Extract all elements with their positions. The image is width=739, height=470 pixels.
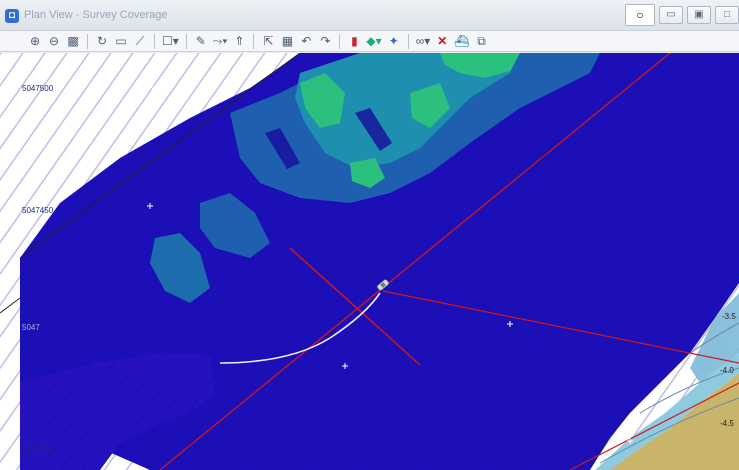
color-picker-icon[interactable]: ✦ bbox=[388, 33, 399, 48]
survey-line-3 bbox=[382, 290, 739, 364]
redo-icon[interactable]: ↷ bbox=[320, 33, 331, 48]
rotate-icon[interactable]: ↻ bbox=[96, 33, 108, 48]
toolbar-separator bbox=[87, 33, 88, 49]
vessel-icon bbox=[376, 279, 390, 291]
pencil-icon[interactable]: ✎ bbox=[195, 33, 206, 48]
mid-depth-patch-1 bbox=[200, 193, 270, 258]
palette-icon[interactable]: ◆▾ bbox=[366, 33, 382, 48]
toolbar-separator bbox=[154, 33, 155, 49]
depth-label-1: -3.5 bbox=[722, 312, 736, 321]
minimize-button[interactable]: ▭ bbox=[659, 6, 683, 24]
survey-line-1 bbox=[159, 53, 671, 470]
shallow-area bbox=[295, 53, 520, 168]
title-bar[interactable]: ◘ Plan View - Survey Coverage ○ ▭ ▣ □ bbox=[0, 0, 739, 31]
window-icon[interactable]: ▭ bbox=[115, 33, 127, 48]
undo-icon[interactable]: ↶ bbox=[301, 33, 312, 48]
layers-icon[interactable]: ⧉ bbox=[477, 33, 486, 48]
northing-label-1: 5047500 bbox=[22, 84, 54, 93]
shoal-green-4 bbox=[440, 53, 520, 78]
pin-button[interactable]: ○ bbox=[625, 4, 655, 26]
rectangle-select-icon[interactable]: ☐▾ bbox=[162, 33, 179, 48]
survey-line-4 bbox=[569, 382, 739, 470]
zoom-in-icon[interactable]: ⊕ bbox=[29, 33, 41, 48]
close-button[interactable]: □ bbox=[715, 6, 739, 24]
toolbar-separator bbox=[339, 33, 341, 49]
shoal-green-2 bbox=[350, 158, 385, 188]
color-scale-icon[interactable]: ▮ bbox=[351, 33, 358, 48]
mid-depth-patch-2 bbox=[150, 233, 210, 303]
window-title: Plan View - Survey Coverage bbox=[24, 9, 168, 21]
shoal-green-1 bbox=[300, 73, 345, 128]
toolbar: ⊕ ⊖ ▩ ↻ ▭ ⟋ ☐▾ ✎ ⤳▾ ⇑ ⇱ ▦ ↶ ↷ ▮ ◆▾ ✦ ∞▾ … bbox=[0, 31, 739, 52]
shoal-green-3 bbox=[410, 83, 450, 128]
zoom-extent-icon[interactable]: ▩ bbox=[67, 33, 79, 48]
grid-crosses bbox=[33, 85, 633, 444]
north-arrow-icon[interactable]: ⇑ bbox=[234, 33, 245, 48]
pointer-icon[interactable]: ⇱ bbox=[263, 33, 274, 48]
app-logo-icon: ◘ bbox=[5, 9, 19, 23]
maximize-button[interactable]: ▣ bbox=[687, 6, 711, 24]
speed-icon[interactable]: ∞▾ bbox=[415, 33, 431, 48]
northing-label-3: 5047350 bbox=[22, 444, 54, 453]
survey-map[interactable]: 5047500 5047450 5047 5047350 -3.5 -4.0 -… bbox=[0, 53, 739, 470]
toolbar-separator bbox=[185, 33, 187, 49]
depth-label-2: -4.0 bbox=[720, 366, 734, 375]
land-area bbox=[610, 373, 739, 470]
delete-icon[interactable]: ✕ bbox=[437, 33, 448, 48]
northing-label-2: 5047450 bbox=[22, 206, 54, 215]
survey-line-2 bbox=[289, 247, 421, 366]
line-tool-icon[interactable]: ⤳▾ bbox=[212, 33, 228, 48]
coverage-canvas bbox=[0, 53, 739, 470]
depth-label-3: -4.5 bbox=[720, 419, 734, 428]
zoom-out-icon[interactable]: ⊖ bbox=[48, 33, 60, 48]
measure-icon[interactable]: ⟋ bbox=[135, 33, 145, 48]
northing-label-partial: 5047 bbox=[22, 323, 40, 332]
edit-icon[interactable]: ▦ bbox=[281, 33, 294, 48]
vessel-track bbox=[219, 292, 381, 364]
window-controls: ○ ▭ ▣ □ bbox=[625, 4, 739, 26]
toolbar-separator bbox=[407, 33, 409, 49]
vessel-icon[interactable]: ⛴ bbox=[454, 33, 470, 48]
toolbar-separator bbox=[253, 33, 255, 49]
